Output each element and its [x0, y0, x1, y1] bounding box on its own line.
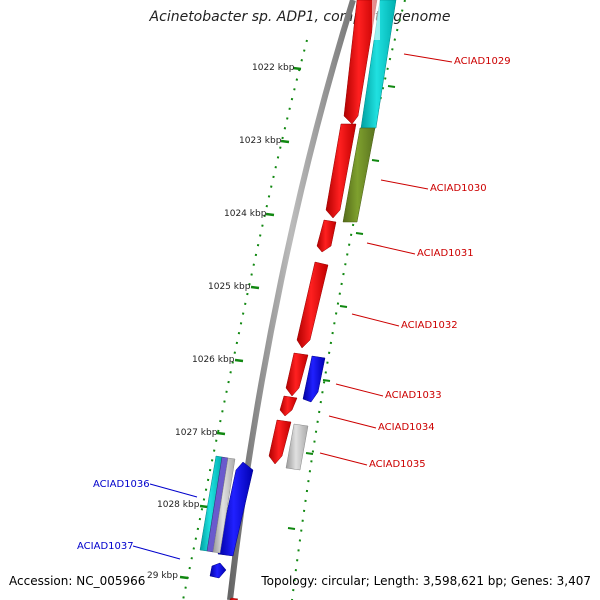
cog-feature-aciad1033[interactable]: [302, 355, 326, 403]
callout-lines: [132, 53, 453, 560]
cds-feature-aciad1035[interactable]: [268, 419, 292, 465]
cog-track: [285, 0, 397, 471]
scale-tick: [265, 212, 275, 217]
gene-label-aciad1031[interactable]: ACIAD1031: [417, 248, 474, 259]
callout-aciad1036: [149, 483, 198, 498]
gene-labels: ACIAD1029 ACIAD1030 ACIAD1031 ACIAD1032 …: [77, 56, 511, 552]
callout-aciad1033: [335, 383, 384, 397]
scale-label: 1025 kbp: [208, 282, 251, 292]
scale-label: 1027 kbp: [175, 428, 218, 438]
cog-feature-aciad1030[interactable]: [342, 127, 376, 223]
scale-label: 1023 kbp: [239, 136, 282, 146]
outer-ruler-ticks: [287, 85, 396, 530]
callout-aciad1034: [328, 415, 377, 429]
scale-tick: [179, 575, 189, 580]
scale-tick: [216, 431, 226, 436]
gene-label-aciad1036[interactable]: ACIAD1036: [93, 479, 150, 490]
cog-feature-aciad1035[interactable]: [285, 423, 309, 471]
accession-text: Accession: NC_005966: [9, 574, 146, 588]
scale-labels: 1022 kbp 1023 kbp 1024 kbp 1025 kbp 1026…: [147, 63, 295, 581]
gene-label-aciad1034[interactable]: ACIAD1034: [378, 422, 435, 433]
scale-label: 1026 kbp: [192, 355, 235, 365]
callout-aciad1037: [132, 545, 181, 560]
outer-tick: [355, 232, 364, 235]
gene-label-aciad1035[interactable]: ACIAD1035: [369, 459, 426, 470]
scale-label: 1022 kbp: [252, 63, 295, 73]
outer-tick: [322, 379, 331, 382]
outer-tick: [339, 305, 348, 308]
gene-label-aciad1037[interactable]: ACIAD1037: [77, 541, 134, 552]
scale-tick: [199, 504, 209, 509]
cds-feature-aciad1032[interactable]: [296, 261, 329, 349]
genome-summary-text: Topology: circular; Length: 3,598,621 bp…: [261, 574, 591, 588]
gene-label-aciad1032[interactable]: ACIAD1032: [401, 320, 458, 331]
scale-tick: [250, 285, 260, 290]
callout-aciad1029: [403, 53, 453, 63]
scale-label: 1028 kbp: [157, 500, 200, 510]
gene-label-aciad1030[interactable]: ACIAD1030: [430, 183, 487, 194]
callout-aciad1031: [366, 242, 416, 255]
outer-tick: [371, 159, 380, 162]
cog-feature-aciad1029[interactable]: [360, 0, 397, 129]
cds-feature-aciad1031[interactable]: [316, 219, 337, 253]
callout-aciad1032: [351, 313, 400, 327]
outer-tick: [305, 452, 314, 455]
genome-backbone: [227, 0, 356, 600]
gene-label-aciad1029[interactable]: ACIAD1029: [454, 56, 511, 67]
cds-feature-aciad1037[interactable]: [209, 562, 227, 579]
outer-tick: [387, 85, 396, 88]
cog-highlight-aciad1029: [372, 0, 380, 40]
cds-feature-aciad1030[interactable]: [325, 123, 357, 219]
reverse-cds-track: [199, 455, 254, 579]
scale-ruler-arc: [182, 39, 308, 600]
callout-aciad1030: [380, 179, 429, 190]
cds-feature-aciad1029[interactable]: [343, 0, 378, 125]
scale-tick: [234, 358, 244, 363]
cds-feature-aciad1033[interactable]: [285, 352, 309, 397]
gene-label-aciad1033[interactable]: ACIAD1033: [385, 390, 442, 401]
callout-aciad1035: [319, 452, 368, 466]
outer-tick: [287, 527, 296, 530]
scale-label: 29 kbp: [147, 571, 178, 581]
forward-cds-track: [229, 0, 378, 600]
scale-ticks: [179, 66, 302, 580]
cds-feature-aciad1034[interactable]: [279, 395, 298, 417]
cog-feature-aciad1036-grey[interactable]: [212, 457, 236, 554]
scale-tick: [292, 66, 302, 71]
scale-label: 1024 kbp: [224, 209, 267, 219]
scale-tick: [280, 139, 290, 144]
cds-feature-aciad1036[interactable]: [217, 461, 254, 557]
